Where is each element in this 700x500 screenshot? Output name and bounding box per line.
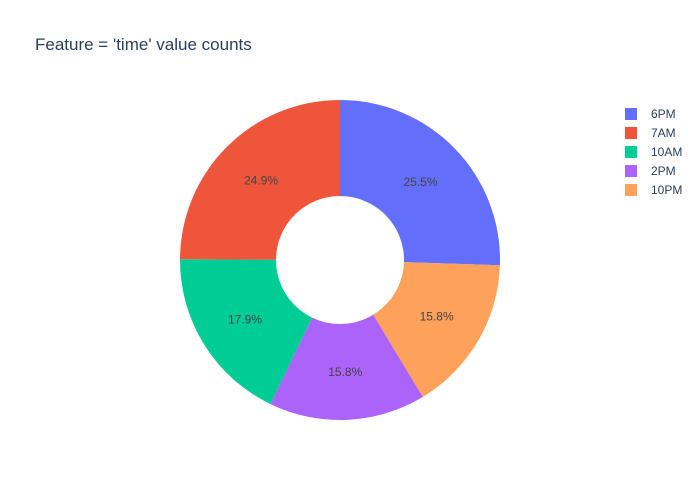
legend: 6PM 7AM 10AM 2PM 10PM: [625, 107, 682, 197]
slice-label-6pm: 25.5%: [403, 175, 437, 189]
legend-item-10pm[interactable]: 10PM: [625, 183, 682, 197]
pie-slice-6pm[interactable]: [340, 100, 500, 266]
legend-swatch-2pm: [625, 165, 637, 177]
slice-labels: 25.5% 15.8% 15.8% 17.9% 24.9%: [228, 174, 454, 379]
pie-slice-10pm[interactable]: [373, 262, 500, 397]
chart-title: Feature = 'time' value counts: [35, 35, 252, 54]
legend-label-2pm: 2PM: [651, 164, 676, 178]
legend-item-7am[interactable]: 7AM: [625, 126, 676, 140]
pie-slice-2pm[interactable]: [270, 314, 423, 421]
legend-swatch-6pm: [625, 108, 637, 120]
legend-item-2pm[interactable]: 2PM: [625, 164, 676, 178]
slice-label-7am: 24.9%: [244, 174, 278, 188]
slice-label-2pm: 15.8%: [328, 365, 362, 379]
pie-slice-7am[interactable]: [180, 100, 340, 260]
legend-label-7am: 7AM: [651, 126, 676, 140]
legend-label-6pm: 6PM: [651, 107, 676, 121]
pie-slice-10am[interactable]: [180, 259, 313, 405]
legend-label-10am: 10AM: [651, 145, 682, 159]
legend-swatch-10pm: [625, 184, 637, 196]
donut-chart: [180, 100, 500, 421]
legend-item-6pm[interactable]: 6PM: [625, 107, 676, 121]
slice-label-10pm: 15.8%: [420, 310, 454, 324]
slice-label-10am: 17.9%: [228, 312, 262, 326]
legend-swatch-10am: [625, 146, 637, 158]
legend-label-10pm: 10PM: [651, 183, 682, 197]
legend-item-10am[interactable]: 10AM: [625, 145, 682, 159]
legend-swatch-7am: [625, 127, 637, 139]
